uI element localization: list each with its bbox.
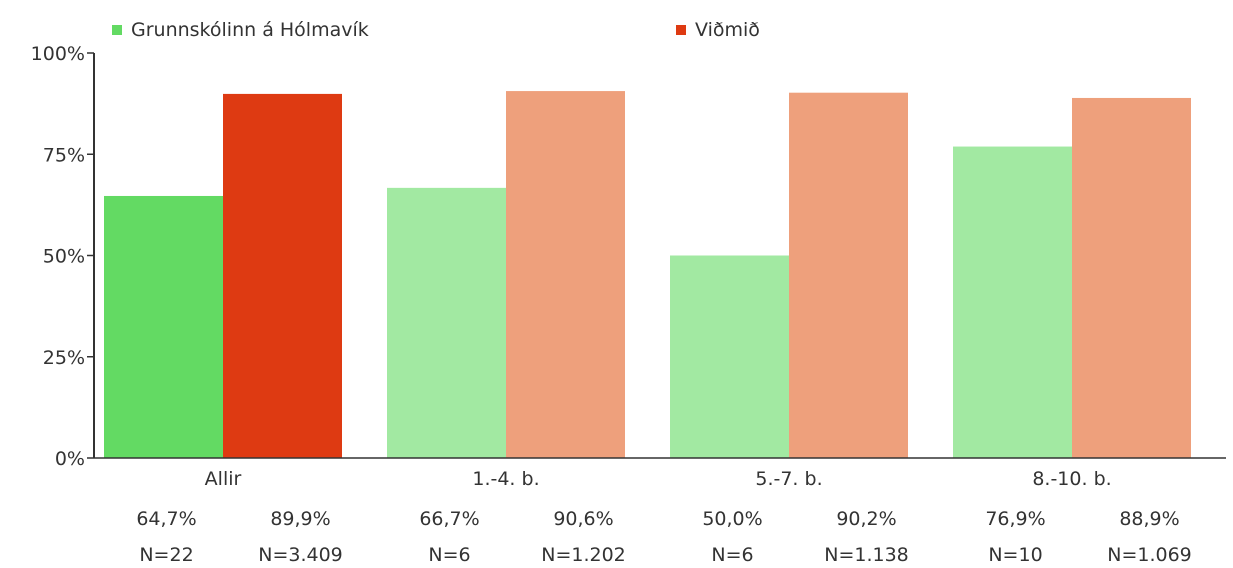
data-label: 88,9%	[1119, 508, 1179, 530]
bar	[789, 92, 908, 458]
bars	[104, 91, 1191, 459]
x-tick-label: 5.-7. b.	[755, 468, 822, 490]
n-label: N=1.138	[824, 544, 909, 566]
y-tick-label: 75%	[43, 144, 85, 166]
legend-label: Viðmið	[695, 19, 760, 41]
bar	[387, 187, 506, 459]
data-label: 64,7%	[136, 508, 196, 530]
bar	[506, 91, 625, 458]
bar	[223, 93, 342, 458]
x-tick-label: 1.-4. b.	[472, 468, 539, 490]
bar	[953, 146, 1072, 458]
n-label: N=1.069	[1107, 544, 1192, 566]
y-tick-label: 50%	[43, 246, 85, 268]
data-label: 90,2%	[836, 508, 896, 530]
n-label: N=6	[428, 544, 470, 566]
bar	[1072, 97, 1191, 458]
value-labels: 64,7% N=22 89,9% N=3.409 66,7% N=6 90,6% N=1.20…	[136, 508, 1191, 566]
data-label: 66,7%	[419, 508, 479, 530]
n-label: N=3.409	[258, 544, 343, 566]
x-tick-label: Allir	[205, 468, 242, 490]
y-axis: 0% 25% 50% 75% 100%	[31, 43, 95, 470]
n-label: N=1.202	[541, 544, 626, 566]
n-label: N=6	[711, 544, 753, 566]
data-label: 76,9%	[985, 508, 1045, 530]
n-label: N=10	[988, 544, 1042, 566]
legend-label: Grunnskólinn á Hólmavík	[131, 19, 369, 41]
y-tick-label: 0%	[55, 448, 85, 470]
data-label: 90,6%	[553, 508, 613, 530]
legend-swatch	[676, 25, 686, 35]
legend-swatch	[112, 25, 122, 35]
legend: Grunnskólinn á Hólmavík Viðmið	[112, 19, 760, 41]
x-tick-label: 8.-10. b.	[1032, 468, 1111, 490]
x-axis: Allir 1.-4. b. 5.-7. b. 8.-10. b.	[94, 457, 1226, 490]
n-label: N=22	[139, 544, 193, 566]
y-tick-label: 25%	[43, 347, 85, 369]
data-label: 89,9%	[270, 508, 330, 530]
bar	[670, 255, 789, 458]
bar	[104, 195, 223, 458]
data-label: 50,0%	[702, 508, 762, 530]
y-tick-label: 100%	[31, 43, 85, 65]
